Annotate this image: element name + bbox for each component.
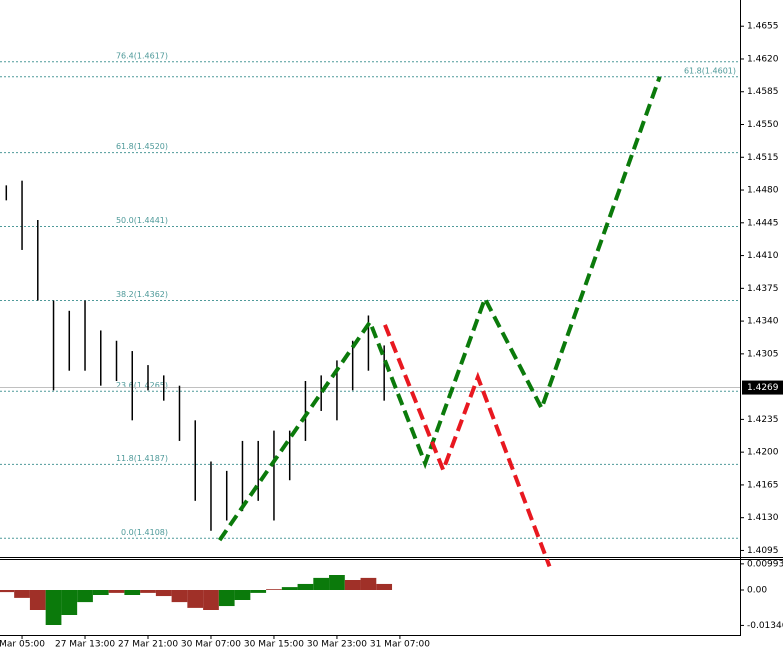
x-tick-label: Mar 05:00 bbox=[0, 640, 45, 650]
histogram-bar bbox=[250, 590, 267, 593]
y-tick-label: 1.4095 bbox=[747, 546, 779, 556]
y-tick-label: 1.4585 bbox=[747, 87, 779, 97]
y-tick-label: 1.4515 bbox=[747, 153, 779, 163]
projection-line bbox=[383, 324, 552, 568]
y-tick-label: 1.4550 bbox=[747, 120, 779, 130]
histogram-bar bbox=[155, 590, 172, 597]
y-tick-label: -0.01346 bbox=[747, 621, 783, 631]
y-tick-label: 1.4620 bbox=[747, 54, 779, 64]
x-tick-label: 27 Mar 21:00 bbox=[118, 640, 178, 650]
histogram-bar bbox=[0, 590, 15, 593]
histogram-bar bbox=[234, 590, 251, 600]
histogram-bar bbox=[313, 577, 330, 590]
y-tick-label: 1.4410 bbox=[747, 251, 779, 261]
histogram-bar bbox=[124, 590, 141, 595]
histogram-bar bbox=[108, 590, 125, 593]
histogram-bar bbox=[61, 590, 78, 615]
x-tick-label: 30 Mar 15:00 bbox=[244, 640, 304, 650]
x-tick-label: 27 Mar 13:00 bbox=[55, 640, 115, 650]
y-tick-label: 1.4305 bbox=[747, 349, 779, 359]
histogram-bar bbox=[14, 590, 30, 598]
histogram-bar bbox=[344, 580, 361, 590]
y-tick-label: 0.00 bbox=[747, 586, 767, 596]
y-tick-label: 1.4130 bbox=[747, 513, 779, 523]
histogram-bar bbox=[360, 577, 377, 590]
fibo-label: 23.6(1.4265) bbox=[116, 381, 168, 390]
y-tick-label: 1.4445 bbox=[747, 218, 779, 228]
histogram-bar bbox=[140, 590, 156, 593]
histogram-bar bbox=[218, 590, 235, 607]
y-tick-label: 1.4235 bbox=[747, 415, 779, 425]
fibo-label: 61.8(1.4520) bbox=[116, 142, 168, 151]
histogram-bar bbox=[266, 589, 282, 590]
x-tick-label: 30 Mar 07:00 bbox=[181, 640, 241, 650]
y-tick-label: 1.4340 bbox=[747, 317, 779, 327]
y-tick-label: 1.4165 bbox=[747, 480, 779, 490]
current-price-box bbox=[742, 380, 783, 395]
y-tick-label: 1.4375 bbox=[747, 284, 779, 294]
y-tick-label: 1.4480 bbox=[747, 186, 779, 196]
fibo-label: 0.0(1.4108) bbox=[121, 528, 168, 537]
fibo-label: 50.0(1.4441) bbox=[116, 216, 168, 225]
fibo-label: 61.8(1.4601) bbox=[684, 66, 736, 75]
y-tick-label: 0.00993 bbox=[747, 559, 783, 569]
histogram-bar bbox=[203, 590, 219, 610]
fibo-label: 76.4(1.4617) bbox=[116, 51, 168, 60]
fibo-label: 11.8(1.4187) bbox=[116, 454, 168, 463]
y-tick-label: 1.4200 bbox=[747, 448, 779, 458]
histogram-bar bbox=[329, 575, 345, 590]
histogram-bar bbox=[297, 583, 314, 590]
x-tick-label: 31 Mar 07:00 bbox=[370, 640, 430, 650]
fibo-label: 38.2(1.4362) bbox=[116, 290, 168, 299]
projection-line bbox=[217, 76, 662, 542]
y-tick-label: 1.4655 bbox=[747, 22, 779, 32]
histogram-bar bbox=[281, 587, 298, 590]
histogram-bar bbox=[376, 583, 393, 590]
histogram-bar bbox=[45, 590, 62, 625]
histogram-bar bbox=[77, 590, 93, 603]
current-price-label: 1.4269 bbox=[747, 383, 779, 393]
histogram-bar bbox=[171, 590, 188, 603]
x-tick-label: 30 Mar 23:00 bbox=[307, 640, 367, 650]
histogram-bar bbox=[92, 590, 109, 595]
histogram-bar bbox=[29, 590, 46, 610]
histogram-bar bbox=[187, 590, 204, 608]
